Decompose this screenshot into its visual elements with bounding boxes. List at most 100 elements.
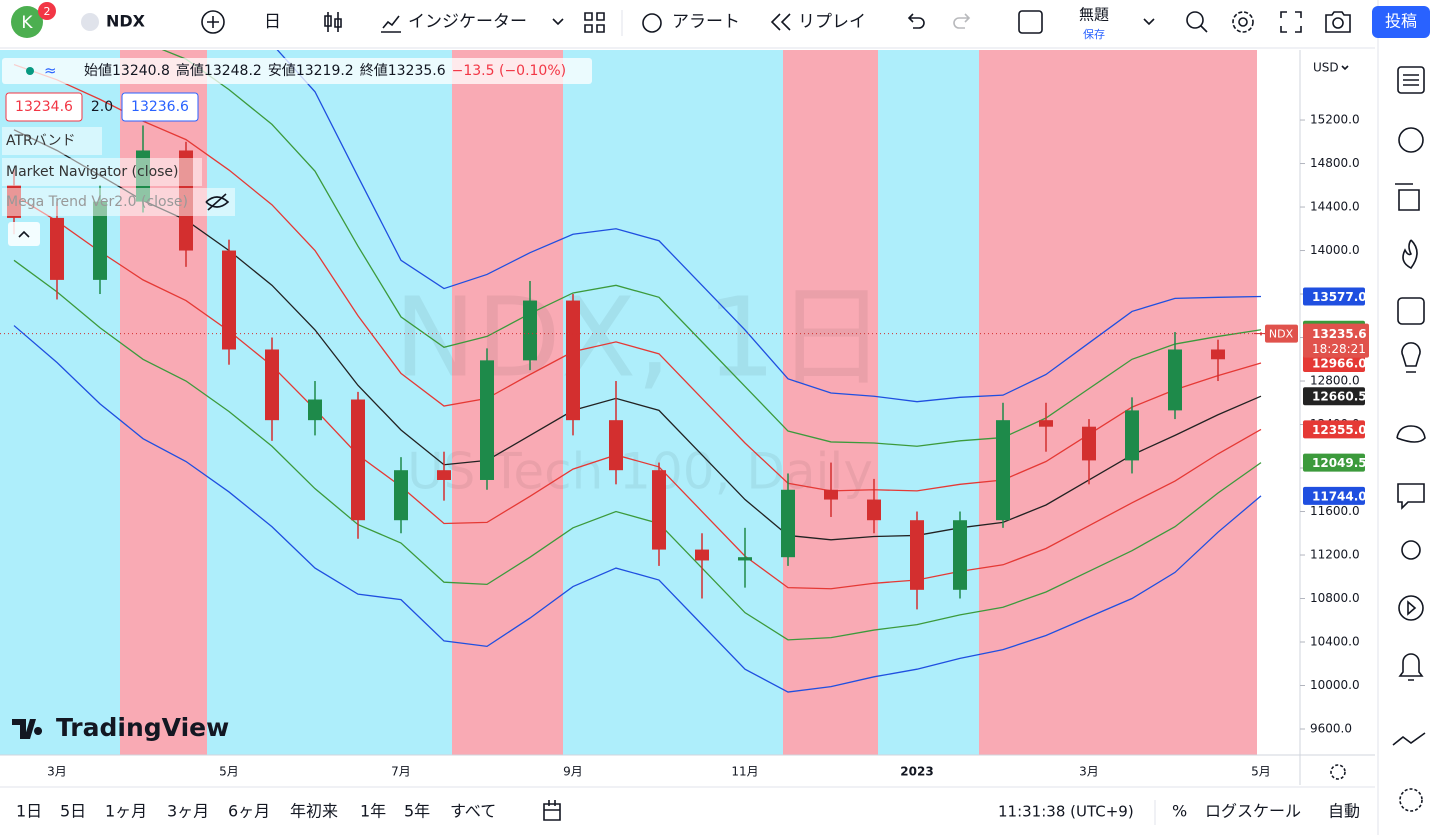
redo[interactable] (953, 13, 971, 29)
auto-toggle[interactable]: 自動 (1328, 802, 1360, 821)
compare-icon: ≈ (44, 62, 57, 80)
streams[interactable] (1401, 540, 1421, 560)
layouts[interactable] (584, 12, 605, 33)
price-badge (1303, 486, 1365, 505)
price-badge (1303, 353, 1365, 372)
undo[interactable] (907, 13, 925, 29)
candle-body (308, 399, 322, 421)
ask-box (121, 92, 199, 122)
price-badge-label: 13577.0 (1312, 290, 1367, 304)
ideas[interactable] (1401, 342, 1421, 373)
band-line (13, 129, 1262, 541)
band-line (276, 50, 1262, 403)
background-regions (0, 50, 1300, 755)
band-line (13, 63, 1262, 492)
candle-body (1039, 420, 1053, 427)
symbol-icon (81, 13, 99, 31)
layout-name[interactable]: 無題 (1079, 6, 1109, 24)
news[interactable] (1396, 425, 1426, 443)
chevron[interactable] (552, 18, 564, 26)
indicator-bg (2, 188, 235, 216)
broadcast[interactable] (1398, 595, 1424, 621)
chevron[interactable] (1143, 18, 1155, 26)
indicator[interactable]: Market Navigator (close) (6, 164, 179, 180)
search[interactable] (1186, 11, 1204, 29)
indicator-bg (2, 158, 202, 186)
y-tick-label: 11200.0 (1310, 548, 1360, 562)
candle-body (867, 499, 881, 521)
range-button[interactable]: すべて (450, 802, 496, 821)
publish-button[interactable] (1372, 6, 1430, 38)
indicator-hidden[interactable]: Mega Trend Ver2.0 (close) (6, 194, 188, 210)
chart-type[interactable] (324, 12, 342, 32)
candle-body (480, 360, 494, 480)
help[interactable] (1399, 788, 1423, 812)
fullscreen[interactable] (1280, 11, 1302, 33)
replay[interactable]: リプレイ (798, 12, 866, 32)
axis-settings[interactable] (1330, 764, 1346, 780)
indicators-icon (381, 15, 401, 33)
symbol-tag (1265, 324, 1298, 343)
ohlc-label: 終値 (360, 63, 388, 79)
collapse-button[interactable] (8, 222, 40, 246)
interval[interactable]: 日 (264, 12, 281, 32)
countdown: 18:28:21 (1312, 342, 1366, 356)
hotlist[interactable] (1402, 239, 1418, 270)
range-button[interactable]: 1年 (360, 802, 386, 821)
price-badge (1303, 420, 1365, 439)
range-button[interactable]: 3ヶ月 (167, 802, 209, 821)
range-button[interactable]: 6ヶ月 (228, 802, 270, 821)
layout-box[interactable] (1018, 10, 1043, 34)
alert[interactable]: アラート (672, 12, 740, 32)
x-tick-label: 11月 (731, 765, 758, 779)
logo[interactable]: TradingView (56, 713, 229, 742)
candle-body (222, 250, 236, 350)
hidden-eye[interactable] (205, 193, 230, 211)
spread: 2.0 (91, 99, 113, 115)
add-symbol[interactable] (201, 10, 225, 34)
currency-chevron (1341, 65, 1349, 71)
collapse-chevron (18, 230, 30, 238)
notifications[interactable] (1398, 653, 1424, 681)
candle-body (781, 489, 795, 558)
price-badge-label: 12966.0 (1312, 356, 1367, 370)
indicators[interactable]: インジケーター (408, 12, 527, 32)
trading[interactable] (1392, 732, 1426, 746)
range-button[interactable]: 1ヶ月 (105, 802, 147, 821)
indicator[interactable]: ATRバンド (6, 133, 75, 149)
range-button[interactable]: 5年 (404, 802, 430, 821)
band-line (13, 325, 1262, 693)
range-button[interactable]: 5日 (60, 802, 86, 821)
range-button[interactable]: 年初来 (290, 802, 338, 821)
ohlc-legend: 始値13240.8 高値13248.2 安値13219.2 終値13235.6 −13.… (84, 62, 566, 79)
alerts[interactable] (1398, 127, 1424, 153)
chat[interactable] (1397, 483, 1425, 510)
watchlist[interactable] (1397, 66, 1425, 94)
band-line (13, 194, 1262, 590)
data-window[interactable] (1395, 183, 1420, 211)
candle-body (996, 420, 1010, 521)
y-tick-label: 12800.0 (1310, 374, 1360, 388)
plus (207, 16, 219, 28)
currency[interactable]: USD (1313, 61, 1339, 75)
alert-icon (642, 13, 662, 33)
y-tick-label: 9600.0 (1310, 722, 1352, 736)
symbol[interactable]: NDX (106, 12, 146, 31)
settings-core (1238, 17, 1248, 27)
settings[interactable] (1232, 11, 1254, 33)
x-tick-label: 5月 (1251, 765, 1271, 779)
avatar[interactable] (11, 6, 43, 38)
go-to-date[interactable] (543, 800, 561, 821)
candle-body (953, 520, 967, 590)
percent-toggle[interactable]: % (1172, 802, 1187, 821)
snapshot[interactable] (1325, 11, 1351, 33)
calendar[interactable] (1397, 297, 1425, 325)
log-toggle[interactable]: ログスケール (1205, 802, 1301, 821)
clock: 11:31:38 (UTC+9) (998, 803, 1134, 821)
x-tick-label: 3月 (1079, 765, 1099, 779)
ohlc-label: 高値 (176, 62, 204, 79)
price-badge-label: 12355.0 (1312, 423, 1367, 437)
range-button[interactable]: 1日 (16, 802, 42, 821)
watermark-symbol: NDX, 1日 (394, 273, 886, 401)
ohlc-label: 安値 (268, 63, 296, 79)
